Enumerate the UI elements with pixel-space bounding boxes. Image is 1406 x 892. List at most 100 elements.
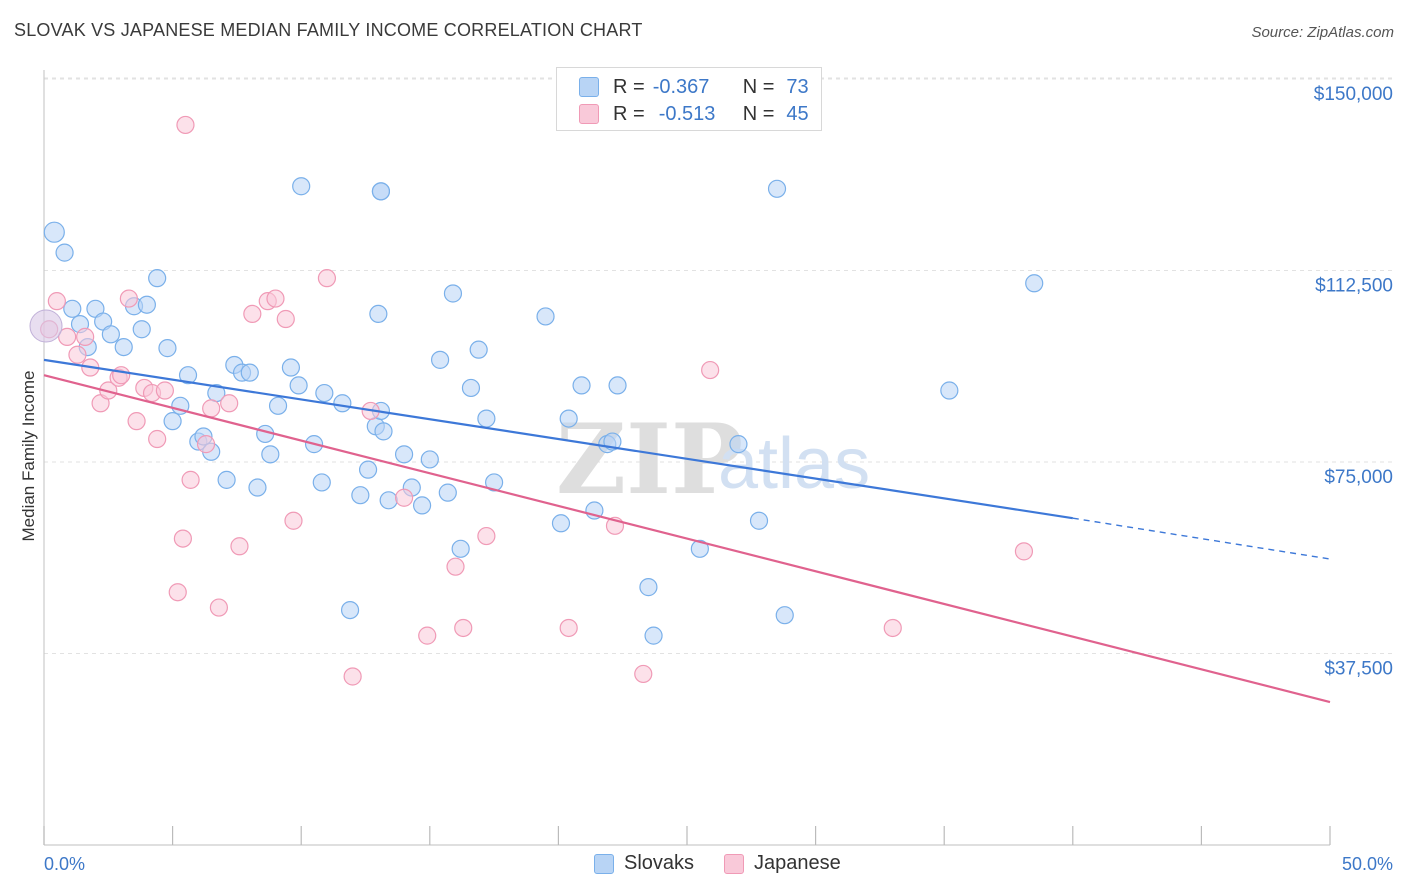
slovak-point bbox=[158, 339, 177, 358]
japanese-point bbox=[119, 289, 138, 308]
slovak-point bbox=[394, 445, 414, 464]
legend-n-label: N = bbox=[742, 102, 775, 125]
slovak-point bbox=[315, 383, 334, 403]
slovak-trend-extension bbox=[1072, 517, 1331, 560]
japanese-legend-label: Japanese bbox=[754, 852, 841, 874]
slovaks-swatch bbox=[594, 853, 614, 874]
japanese-point bbox=[220, 394, 239, 413]
trend-lines bbox=[43, 358, 1331, 704]
japanese-point bbox=[634, 664, 653, 684]
slovak-point bbox=[477, 409, 496, 428]
y-tick-label: $150,000 bbox=[1314, 84, 1393, 105]
slovak-point bbox=[369, 304, 388, 324]
axes bbox=[43, 70, 1331, 846]
slovak-point bbox=[261, 445, 280, 464]
slovak-point bbox=[178, 366, 198, 385]
slovak-point bbox=[639, 578, 658, 597]
japanese-point bbox=[317, 269, 337, 288]
slovak-point bbox=[412, 496, 432, 515]
slovak-point bbox=[430, 350, 450, 369]
japanese-point bbox=[394, 488, 414, 507]
slovak-point bbox=[101, 325, 120, 344]
correlation-legend: R = -0.367 N = 73 R = -0.513 N = 45 bbox=[556, 67, 822, 131]
japanese-swatch bbox=[724, 853, 745, 874]
slovak-point bbox=[443, 284, 463, 303]
japanese-point bbox=[168, 583, 187, 602]
japanese-point bbox=[112, 366, 131, 385]
slovak-point bbox=[137, 295, 156, 314]
japanese-point bbox=[559, 618, 578, 638]
slovak-point bbox=[268, 396, 288, 415]
legend-n-value: 45 bbox=[786, 102, 809, 125]
slovak-point bbox=[240, 363, 259, 382]
legend-swatch-slovaks bbox=[579, 77, 599, 97]
japanese-point bbox=[230, 537, 249, 556]
x-tick-label: 50.0% bbox=[1342, 854, 1393, 874]
japanese-point bbox=[243, 304, 262, 324]
slovak-point bbox=[420, 450, 439, 469]
y-tick-labels: $37,500 $75,000 $112,500 $150,000 bbox=[1314, 84, 1393, 680]
slovak-point bbox=[281, 358, 301, 377]
legend-r-label: R = bbox=[613, 75, 645, 98]
legend-row-japanese: R = -0.513 N = 45 bbox=[579, 101, 809, 127]
japanese-point bbox=[196, 435, 216, 454]
slovak-point bbox=[644, 626, 663, 645]
japanese-point bbox=[68, 345, 87, 364]
japanese-point bbox=[454, 618, 473, 638]
overlap-point bbox=[29, 309, 63, 343]
slovak-point bbox=[536, 307, 555, 326]
chart-source: Source: ZipAtlas.com bbox=[1251, 24, 1394, 41]
slovak-point bbox=[55, 243, 74, 262]
data-points bbox=[29, 115, 1044, 686]
legend-r-value: -0.513 bbox=[658, 102, 716, 125]
japanese-point bbox=[58, 327, 77, 346]
japanese-trend-line bbox=[43, 374, 1331, 704]
slovak-point bbox=[940, 381, 959, 400]
slovak-point bbox=[469, 340, 488, 359]
japanese-point bbox=[148, 429, 167, 449]
japanese-point bbox=[1014, 542, 1034, 561]
japanese-point bbox=[883, 618, 902, 638]
slovak-point bbox=[379, 491, 398, 510]
chart-title: SLOVAK VS JAPANESE MEDIAN FAMILY INCOME … bbox=[14, 20, 643, 40]
japanese-point bbox=[202, 399, 221, 418]
slovak-point bbox=[132, 320, 151, 339]
japanese-point bbox=[76, 327, 95, 346]
slovak-point bbox=[690, 539, 709, 558]
series-legend: Slovaks Japanese bbox=[594, 852, 871, 875]
y-tick-label: $112,500 bbox=[1315, 276, 1393, 297]
japanese-point bbox=[266, 289, 285, 308]
japanese-point bbox=[343, 667, 362, 686]
japanese-point bbox=[127, 412, 146, 431]
slovak-point bbox=[559, 409, 578, 428]
slovak-point bbox=[333, 394, 352, 413]
japanese-point bbox=[701, 360, 720, 380]
slovak-point bbox=[114, 338, 133, 357]
japanese-point bbox=[155, 381, 174, 400]
slovaks-legend-label: Slovaks bbox=[624, 852, 695, 874]
slovak-point bbox=[163, 412, 182, 431]
slovak-point bbox=[729, 435, 748, 454]
japanese-point bbox=[176, 115, 195, 135]
slovak-point bbox=[438, 483, 457, 502]
legend-r-value: -0.367 bbox=[652, 75, 710, 98]
slovak-point bbox=[749, 511, 769, 530]
legend-row-slovaks: R = -0.367 N = 73 bbox=[579, 74, 809, 100]
slovak-point bbox=[312, 473, 331, 492]
slovak-point bbox=[351, 486, 370, 505]
x-tick-label: 0.0% bbox=[44, 854, 85, 874]
slovak-trend-line bbox=[43, 358, 1073, 520]
series-legend-slovaks[interactable]: Slovaks bbox=[594, 852, 694, 875]
legend-n-value: 73 bbox=[786, 75, 809, 98]
japanese-point bbox=[284, 511, 303, 530]
slovak-point bbox=[371, 182, 391, 201]
slovak-point bbox=[43, 221, 65, 243]
legend-swatch-japanese bbox=[579, 104, 599, 124]
series-legend-japanese[interactable]: Japanese bbox=[724, 852, 841, 875]
slovak-point bbox=[1025, 274, 1044, 293]
slovak-point bbox=[551, 514, 571, 533]
watermark-zip: ZIP bbox=[556, 403, 743, 516]
japanese-point bbox=[446, 557, 465, 576]
slovak-point bbox=[451, 539, 470, 558]
